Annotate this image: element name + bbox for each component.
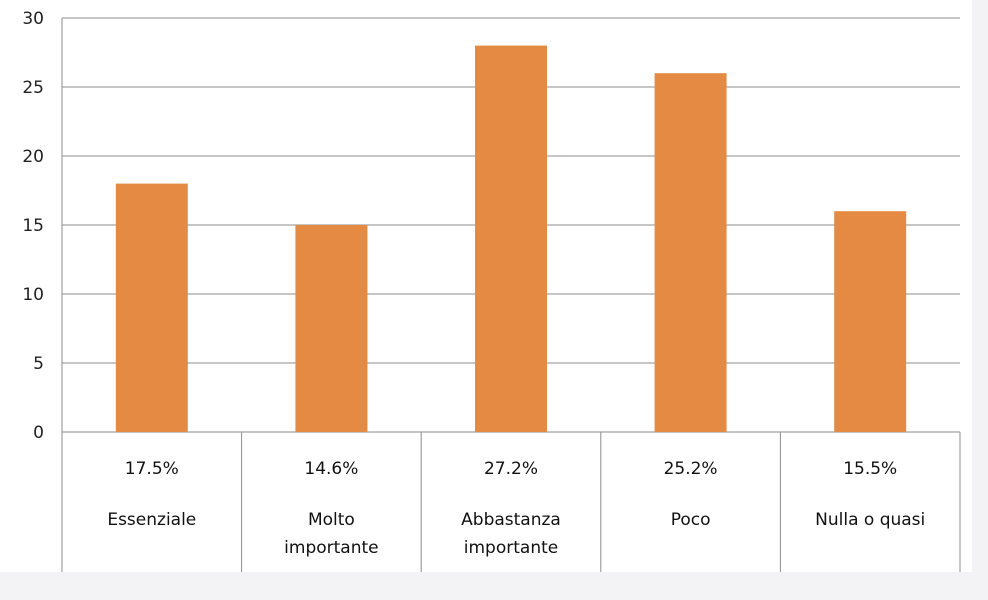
- bar: [834, 211, 907, 432]
- category-label: Poco: [671, 510, 711, 530]
- category-label: importante: [464, 538, 558, 558]
- category-label: Abbastanza: [461, 510, 561, 530]
- category-label: importante: [284, 538, 378, 558]
- y-tick-label: 20: [22, 147, 44, 167]
- y-tick-label: 25: [22, 78, 44, 98]
- y-tick-label: 0: [33, 423, 44, 443]
- y-tick-label: 30: [22, 9, 44, 29]
- bar: [654, 73, 727, 432]
- category-label: Molto: [308, 510, 355, 530]
- y-tick-label: 10: [22, 285, 44, 305]
- data-label: 15.5%: [843, 459, 897, 479]
- y-tick-label: 5: [33, 354, 44, 374]
- category-label: Nulla o quasi: [815, 510, 925, 530]
- bar: [475, 45, 547, 432]
- data-label: 27.2%: [484, 459, 538, 479]
- category-label: Essenziale: [107, 510, 196, 530]
- data-label: 25.2%: [664, 459, 718, 479]
- data-label: 17.5%: [125, 459, 179, 479]
- bar: [295, 225, 368, 432]
- data-label: 14.6%: [304, 459, 358, 479]
- chart-canvas: 0 5 10 15 20 25 30 17.5% Essenziale 14.6% Molto imp…: [22, 9, 961, 572]
- bar-chart: 0 5 10 15 20 25 30 17.5% Essenziale 14.6% Molto imp…: [0, 0, 972, 572]
- bar: [115, 183, 188, 432]
- y-tick-label: 15: [22, 216, 44, 236]
